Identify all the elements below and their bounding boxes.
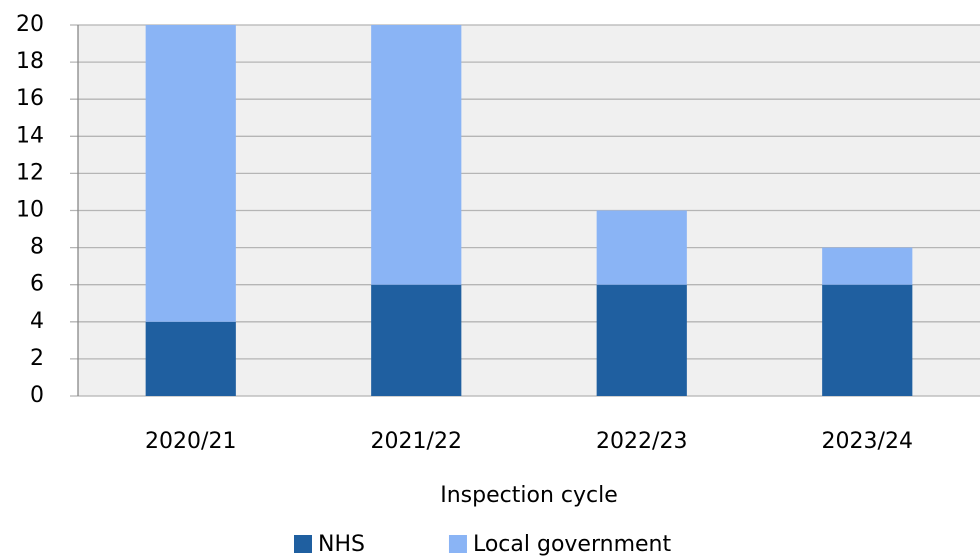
- x-tick-label: 2020/21: [145, 429, 236, 454]
- x-axis-title: Inspection cycle: [440, 483, 617, 508]
- legend-label: Local government: [473, 532, 672, 557]
- bar-segment: [371, 25, 462, 285]
- x-tick-label: 2023/24: [822, 429, 913, 454]
- legend-swatch: [294, 535, 312, 553]
- bar-segment: [596, 210, 687, 285]
- bar-segment: [145, 321, 236, 396]
- bar-segment: [596, 284, 687, 396]
- bar-segment: [371, 284, 462, 396]
- bar-segment: [822, 247, 913, 285]
- bar-segment: [822, 284, 913, 396]
- y-tick-label: 18: [16, 49, 44, 74]
- y-tick-label: 12: [16, 160, 44, 185]
- y-tick-label: 2: [30, 346, 44, 371]
- y-tick-label: 0: [30, 383, 44, 408]
- y-tick-label: 8: [30, 235, 44, 260]
- legend-swatch: [448, 535, 467, 553]
- y-tick-label: 14: [16, 123, 44, 148]
- y-tick-label: 10: [16, 198, 44, 223]
- y-tick-label: 20: [16, 12, 44, 37]
- x-tick-label: 2022/23: [596, 429, 687, 454]
- y-tick-label: 6: [30, 272, 44, 297]
- legend-label: NHS: [318, 532, 365, 557]
- y-tick-label: 16: [16, 86, 44, 111]
- bar-segment: [145, 25, 236, 322]
- x-tick-label: 2021/22: [371, 429, 462, 454]
- y-tick-label: 4: [30, 309, 44, 334]
